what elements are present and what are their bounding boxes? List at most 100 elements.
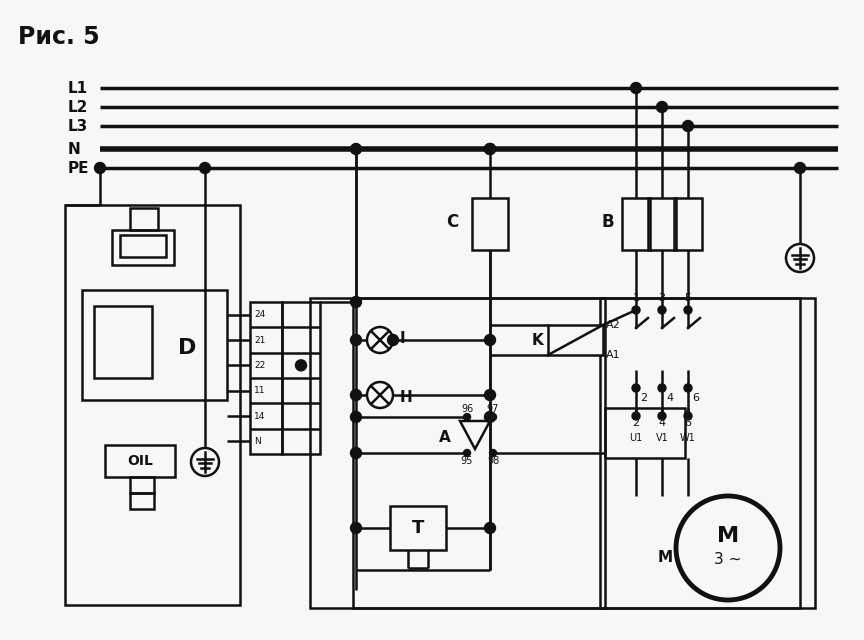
Text: 98: 98 <box>487 456 499 466</box>
Bar <box>105 445 175 477</box>
Bar <box>94 306 152 378</box>
Circle shape <box>684 412 692 420</box>
Text: 5: 5 <box>684 293 691 303</box>
Text: 24: 24 <box>254 310 265 319</box>
Circle shape <box>485 390 495 401</box>
Circle shape <box>485 143 495 154</box>
Text: 21: 21 <box>254 335 265 344</box>
Bar <box>112 230 174 265</box>
Bar <box>605 408 685 458</box>
Text: 4: 4 <box>666 393 674 403</box>
Circle shape <box>631 83 641 93</box>
Circle shape <box>632 306 640 314</box>
Bar <box>600 298 800 608</box>
Text: 96: 96 <box>461 404 473 414</box>
Circle shape <box>658 306 666 314</box>
Bar <box>353 298 815 608</box>
Bar <box>390 506 446 550</box>
Text: M: M <box>717 526 739 546</box>
Circle shape <box>367 382 393 408</box>
Circle shape <box>387 335 398 346</box>
Text: I: I <box>400 330 405 346</box>
Bar <box>648 198 676 250</box>
Circle shape <box>795 163 805 173</box>
Text: L1: L1 <box>68 81 88 95</box>
Text: 6: 6 <box>684 418 691 428</box>
Bar <box>65 205 240 605</box>
Text: 4: 4 <box>658 418 665 428</box>
Circle shape <box>658 384 666 392</box>
Circle shape <box>463 449 471 456</box>
Text: PE: PE <box>68 161 90 175</box>
Circle shape <box>94 163 105 173</box>
Text: B: B <box>601 213 614 231</box>
Circle shape <box>485 143 495 154</box>
Text: K: K <box>531 333 543 348</box>
Text: M: M <box>658 550 673 566</box>
Text: N: N <box>254 437 261 446</box>
Circle shape <box>485 335 495 346</box>
Text: L3: L3 <box>68 118 88 134</box>
Circle shape <box>351 412 361 422</box>
Circle shape <box>632 412 640 420</box>
Text: A1: A1 <box>606 350 620 360</box>
Circle shape <box>351 296 361 307</box>
Circle shape <box>684 384 692 392</box>
Bar <box>472 198 508 250</box>
Text: A: A <box>439 429 451 445</box>
Text: 1: 1 <box>632 293 639 303</box>
Circle shape <box>786 244 814 272</box>
Text: 97: 97 <box>486 404 499 414</box>
Text: 22: 22 <box>254 361 265 370</box>
Text: 3 ~: 3 ~ <box>715 552 741 568</box>
Text: L2: L2 <box>68 99 88 115</box>
Circle shape <box>351 447 361 458</box>
Circle shape <box>367 327 393 353</box>
Text: 6: 6 <box>693 393 700 403</box>
Circle shape <box>632 384 640 392</box>
Circle shape <box>485 412 495 422</box>
Text: 95: 95 <box>461 456 473 466</box>
Circle shape <box>351 522 361 534</box>
Bar <box>622 198 650 250</box>
Circle shape <box>490 449 497 456</box>
Bar <box>130 477 154 493</box>
Text: 14: 14 <box>254 412 265 420</box>
Text: T: T <box>412 519 424 537</box>
Text: 3: 3 <box>658 293 665 303</box>
Circle shape <box>683 120 694 131</box>
Bar <box>282 302 320 454</box>
Text: 2: 2 <box>632 418 639 428</box>
Text: V1: V1 <box>656 433 669 443</box>
Bar <box>130 493 154 509</box>
Bar <box>82 290 227 400</box>
Circle shape <box>351 335 361 346</box>
Text: N: N <box>68 141 80 157</box>
Circle shape <box>676 496 780 600</box>
Text: Рис. 5: Рис. 5 <box>18 25 99 49</box>
Bar <box>674 198 702 250</box>
Bar <box>250 302 282 454</box>
Circle shape <box>191 448 219 476</box>
Circle shape <box>200 163 211 173</box>
Circle shape <box>295 360 307 371</box>
Text: 11: 11 <box>254 386 265 395</box>
Bar <box>310 298 605 608</box>
Circle shape <box>490 413 497 420</box>
Text: 2: 2 <box>640 393 647 403</box>
Circle shape <box>463 413 471 420</box>
Bar <box>548 325 603 355</box>
Text: OIL: OIL <box>127 454 153 468</box>
Text: H: H <box>400 390 413 404</box>
Circle shape <box>351 143 361 154</box>
Text: W1: W1 <box>680 433 696 443</box>
Text: C: C <box>446 213 458 231</box>
Circle shape <box>658 412 666 420</box>
Circle shape <box>684 306 692 314</box>
Circle shape <box>351 390 361 401</box>
Circle shape <box>657 102 668 113</box>
Text: U1: U1 <box>629 433 643 443</box>
Text: D: D <box>178 338 196 358</box>
Bar <box>130 208 158 230</box>
Circle shape <box>485 522 495 534</box>
